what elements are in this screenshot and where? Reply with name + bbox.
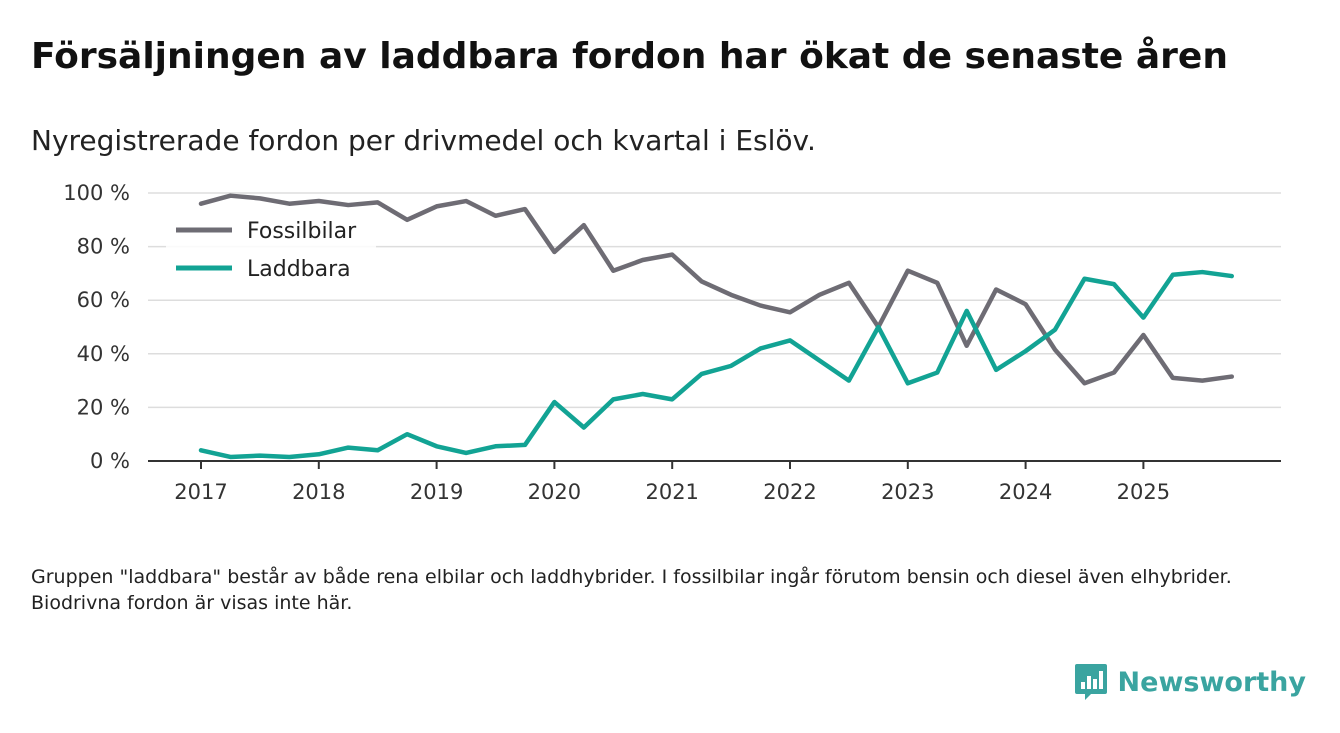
y-tick-label: 80 % xyxy=(77,235,130,259)
x-tick-label: 2024 xyxy=(999,480,1052,504)
axes: 0 % 20 % 40 % 60 % 80 % 100 % 2017 2018 2019 2020… xyxy=(63,181,1281,504)
x-tick-label: 2025 xyxy=(1117,480,1170,504)
x-tick-label: 2017 xyxy=(174,480,227,504)
legend-label: Laddbara xyxy=(247,257,351,282)
y-tick-label: 40 % xyxy=(77,342,130,366)
legend: Fossilbilar Laddbara xyxy=(166,208,376,290)
series-lines xyxy=(198,193,1234,460)
brand-name: Newsworthy xyxy=(1117,666,1306,698)
chart-title: Försäljningen av laddbara fordon har öka… xyxy=(31,36,1228,77)
y-tick-label: 20 % xyxy=(77,395,130,419)
y-tick-label: 60 % xyxy=(77,288,130,312)
x-tick-label: 2023 xyxy=(881,480,934,504)
series-line-fossilbilar xyxy=(198,193,1234,386)
series-line-laddbara xyxy=(198,269,1234,460)
y-tick-label: 100 % xyxy=(63,181,130,205)
brand-logo: Newsworthy xyxy=(1074,662,1306,702)
chart-subtitle: Nyregistrerade fordon per drivmedel och … xyxy=(31,124,816,157)
x-tick-label: 2020 xyxy=(528,480,581,504)
footnote: Gruppen "laddbara" består av både rena e… xyxy=(31,566,1232,614)
legend-label: Fossilbilar xyxy=(247,219,357,244)
x-tick-label: 2019 xyxy=(410,480,463,504)
x-tick-label: 2018 xyxy=(292,480,345,504)
legend-background xyxy=(166,208,376,290)
x-tick-label: 2021 xyxy=(645,480,698,504)
y-tick-label: 0 % xyxy=(90,449,130,473)
bar-chart-badge-icon xyxy=(1074,664,1107,700)
x-tick-label: 2022 xyxy=(763,480,816,504)
